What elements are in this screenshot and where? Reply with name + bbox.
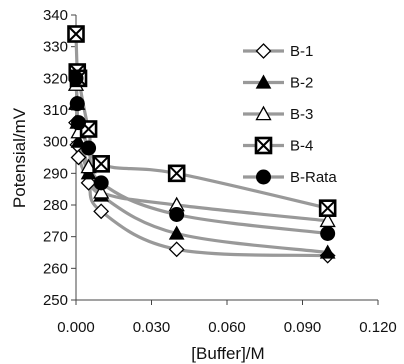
- y-tick-label: 330: [43, 39, 68, 56]
- y-tick-label: 320: [43, 70, 68, 87]
- data-point-b-rata: [320, 226, 336, 241]
- x-tick-label: 0.030: [133, 319, 171, 336]
- data-point-b-4: [92, 155, 110, 173]
- series-line-b-rata: [74, 78, 328, 236]
- data-point-b-2: [168, 225, 185, 240]
- data-point-b-4: [318, 199, 337, 217]
- data-point-b-2: [319, 244, 336, 259]
- legend-label-b-1: B-1: [290, 43, 313, 60]
- y-tick-label: 260: [43, 260, 68, 277]
- legend-marker-b-1: [255, 43, 272, 59]
- data-point-b-2: [70, 133, 87, 148]
- data-point-b-1: [70, 149, 87, 166]
- y-axis-label: Potensial/mV: [10, 107, 29, 208]
- data-point-b-1: [93, 203, 110, 220]
- series-markers: [67, 25, 337, 264]
- y-tick-label: 310: [43, 102, 68, 119]
- y-tick-label: 270: [43, 229, 68, 246]
- data-point-b-3: [80, 158, 97, 174]
- x-tick-label: 0.120: [359, 319, 397, 336]
- legend-label-b-rata: B-Rata: [290, 169, 337, 186]
- data-point-b-rata: [68, 70, 84, 86]
- y-tick-label: 300: [43, 134, 68, 151]
- legend-label-b-2: B-2: [290, 75, 313, 92]
- data-point-b-4: [167, 164, 186, 183]
- data-point-b-rata: [81, 140, 97, 156]
- x-tick-label: 0.060: [208, 319, 246, 336]
- data-point-b-3: [93, 183, 110, 199]
- x-tick-label: 0.090: [284, 319, 322, 336]
- x-tick-label: 0.000: [57, 319, 95, 336]
- data-point-b-4: [67, 25, 85, 43]
- y-tick-label: 280: [43, 197, 68, 214]
- y-tick-label: 290: [43, 165, 68, 182]
- y-tick-label: 250: [43, 292, 68, 309]
- legend-marker-b-4: [254, 136, 273, 155]
- data-point-b-rata: [169, 207, 185, 222]
- y-tick-label: 340: [43, 7, 68, 24]
- data-point-b-rata: [93, 175, 109, 191]
- legend-marker-b-3: [255, 105, 272, 121]
- axes: 250 260 270 280 290 300 310 320 330 340 0.000 0.030…: [43, 7, 397, 336]
- data-point-b-1: [168, 241, 185, 258]
- legend: B-1 B-2 B-3 B-4 B-Rata: [243, 43, 337, 186]
- x-axis-label: [Buffer]/M: [191, 344, 264, 363]
- legend-label-b-4: B-4: [290, 138, 313, 155]
- data-point-b-rata: [71, 115, 87, 131]
- data-point-b-rata: [69, 96, 85, 112]
- legend-marker-b-rata: [256, 169, 271, 185]
- legend-label-b-3: B-3: [290, 106, 313, 123]
- legend-marker-b-2: [255, 74, 272, 89]
